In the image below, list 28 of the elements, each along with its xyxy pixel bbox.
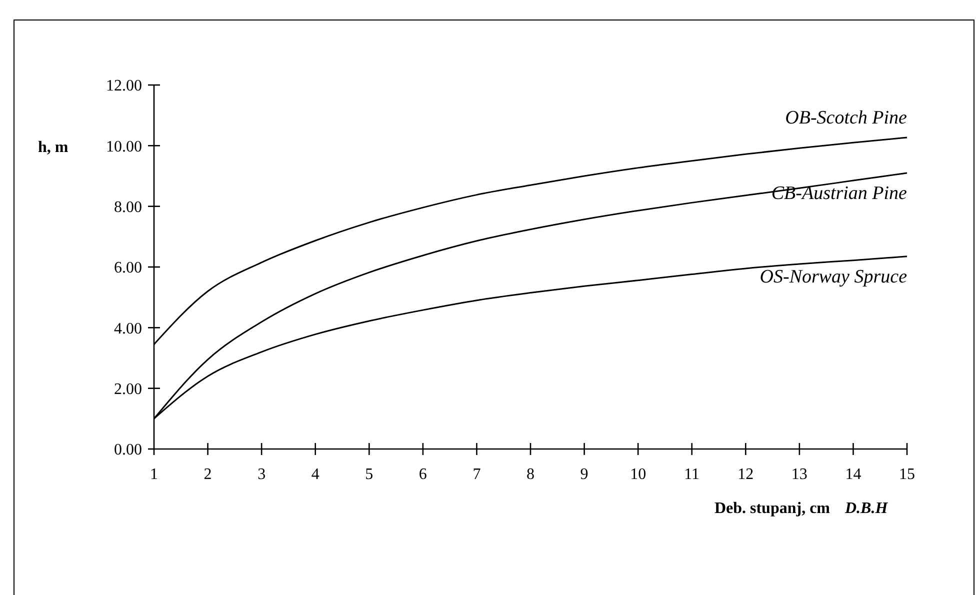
x-tick-label: 14 bbox=[845, 466, 862, 483]
y-tick-label: 2.00 bbox=[114, 380, 142, 398]
x-tick-label: 7 bbox=[472, 466, 481, 483]
x-tick-label: 1 bbox=[150, 466, 158, 483]
x-tick-label: 6 bbox=[418, 466, 427, 483]
x-tick-label: 15 bbox=[899, 466, 915, 483]
series-label: CB-Austrian Pine bbox=[771, 182, 907, 204]
y-tick-label: 10.00 bbox=[106, 138, 142, 156]
x-tick-label: 9 bbox=[580, 466, 588, 483]
y-axis-title: h, m bbox=[38, 139, 69, 156]
x-tick-label: 10 bbox=[630, 466, 646, 483]
x-tick-label: 4 bbox=[311, 466, 320, 483]
y-tick-label: 0.00 bbox=[114, 442, 142, 459]
x-tick-label: 12 bbox=[738, 466, 754, 483]
x-tick-label: 8 bbox=[526, 466, 534, 483]
series-label: OS-Norway Spruce bbox=[760, 266, 907, 288]
text: D.B.H bbox=[844, 500, 888, 517]
y-tick-label: 4.00 bbox=[114, 320, 142, 338]
y-tick-label: 8.00 bbox=[114, 198, 142, 216]
x-tick-label: 2 bbox=[204, 466, 212, 483]
x-tick-label: 5 bbox=[365, 466, 374, 483]
x-tick-label: 3 bbox=[258, 466, 266, 483]
x-tick-label: 13 bbox=[791, 466, 808, 483]
y-tick-label: 6.00 bbox=[114, 260, 142, 277]
x-tick-label: 11 bbox=[684, 466, 700, 483]
series-label: OB-Scotch Pine bbox=[785, 107, 907, 128]
x-axis-title: Deb. stupanj, cm bbox=[714, 500, 831, 517]
y-tick-label: 12.00 bbox=[106, 78, 142, 95]
